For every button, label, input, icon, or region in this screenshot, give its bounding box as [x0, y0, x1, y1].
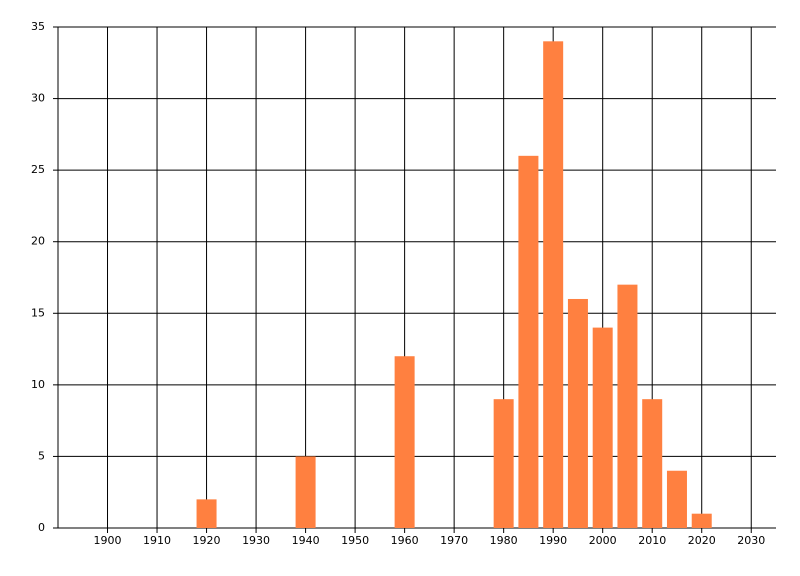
y-tick-label: 5	[38, 449, 45, 462]
bar	[567, 298, 588, 528]
y-tick-label: 30	[31, 92, 45, 105]
x-tick-label: 2000	[589, 534, 617, 547]
bar	[543, 41, 564, 529]
x-tick-label: 1930	[242, 534, 270, 547]
y-tick-label: 20	[31, 235, 45, 248]
x-tick-label: 1960	[391, 534, 419, 547]
x-tick-label: 2020	[688, 534, 716, 547]
x-tick-label: 1990	[539, 534, 567, 547]
x-tick-label: 2010	[638, 534, 666, 547]
x-tick-label: 1920	[193, 534, 221, 547]
bar	[642, 399, 663, 528]
bar	[295, 456, 316, 528]
bar	[493, 399, 514, 528]
bar	[666, 470, 687, 528]
bar	[518, 155, 539, 529]
x-tick-label: 1970	[440, 534, 468, 547]
bar	[691, 513, 712, 528]
y-tick-label: 15	[31, 306, 45, 319]
x-tick-label: 1940	[292, 534, 320, 547]
bar	[592, 327, 613, 528]
y-tick-label: 35	[31, 20, 45, 33]
y-tick-label: 10	[31, 378, 45, 391]
bar	[394, 356, 415, 528]
x-tick-label: 2030	[737, 534, 765, 547]
bar	[196, 499, 217, 528]
bar	[617, 284, 638, 528]
x-tick-label: 1900	[94, 534, 122, 547]
y-tick-label: 0	[38, 521, 45, 534]
x-tick-label: 1980	[490, 534, 518, 547]
x-tick-label: 1910	[143, 534, 171, 547]
x-tick-label: 1950	[341, 534, 369, 547]
y-tick-label: 25	[31, 163, 45, 176]
